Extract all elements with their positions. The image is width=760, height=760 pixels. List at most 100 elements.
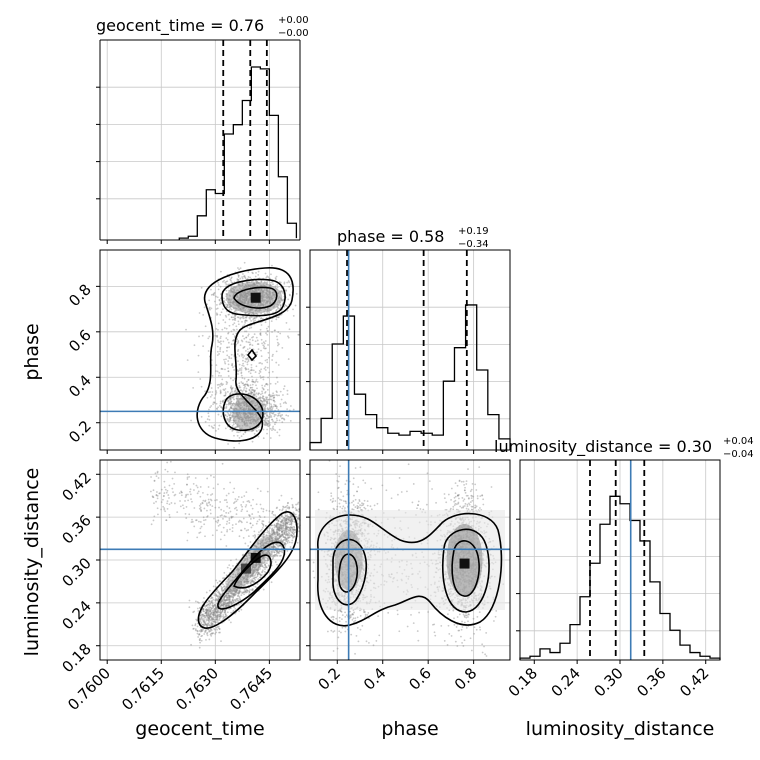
lumdist-geocent-scatter-point — [253, 536, 256, 539]
phase-geocent-scatter-point — [216, 307, 219, 310]
phase-geocent-scatter-point — [230, 357, 233, 360]
phase-geocent-scatter-point — [265, 401, 268, 404]
lumdist-geocent-scatter-point — [228, 619, 231, 621]
lumdist-geocent-scatter-point — [157, 477, 160, 479]
lumdist-geocent-scatter-point — [184, 512, 187, 515]
lumdist-geocent-scatter-point — [234, 498, 237, 500]
phase-geocent-scatter-point — [244, 330, 246, 333]
phase-geocent-scatter-point — [266, 414, 269, 417]
phase-geocent-scatter-point — [234, 314, 237, 317]
phase-geocent-scatter-point — [273, 396, 276, 399]
phase-geocent-scatter-point — [254, 319, 256, 322]
phase-geocent-scatter-point — [285, 322, 288, 324]
lumdist-geocent-scatter-point — [291, 541, 293, 544]
phase-geocent-scatter-point — [229, 406, 232, 409]
phase-geocent-scatter-point — [244, 316, 247, 319]
phase-geocent-scatter-point — [229, 403, 232, 406]
phase-geocent-scatter-point — [251, 344, 254, 347]
phase-geocent-scatter-point — [267, 415, 270, 418]
phase-geocent-scatter-point — [261, 376, 264, 379]
phase-geocent-scatter-point — [251, 386, 254, 389]
lumdist-geocent-scatter-point — [181, 504, 184, 507]
phase-geocent-scatter-point — [217, 288, 220, 291]
phase-geocent-scatter-point — [224, 392, 227, 395]
phase-geocent-scatter-point — [245, 387, 248, 390]
phase-geocent-scatter-point — [254, 393, 257, 396]
lumdist-geocent-scatter-point — [215, 618, 218, 621]
lumdist-geocent-scatter-point — [165, 491, 168, 494]
lumdist-geocent-scatter-point — [230, 559, 232, 562]
lumdist-geocent-scatter-point — [211, 616, 214, 619]
lumdist-geocent-scatter-point — [173, 482, 176, 485]
phase-geocent-scatter-point — [247, 358, 250, 361]
lumdist-geocent-scatter-point — [256, 575, 259, 578]
lumdist-geocent-scatter-point — [221, 586, 224, 589]
lumdist-geocent-scatter-point — [157, 513, 159, 516]
lumdist-geocent-scatter-point — [287, 537, 290, 540]
phase-geocent-scatter-point — [262, 397, 265, 400]
phase-geocent-scatter-point — [259, 334, 262, 337]
lumdist-geocent-scatter-point — [228, 522, 231, 524]
phase-geocent-scatter-point — [269, 424, 271, 426]
phase-geocent-scatter-point — [229, 377, 232, 380]
phase-geocent-scatter-point — [287, 415, 290, 417]
phase-geocent-scatter-point — [207, 415, 210, 418]
phase-geocent-scatter-point — [292, 314, 295, 317]
phase-geocent-scatter-point — [213, 401, 216, 404]
lumdist-geocent-scatter-point — [211, 610, 214, 612]
phase-geocent-scatter-point — [216, 350, 219, 353]
lumdist-geocent-scatter-point — [200, 635, 203, 638]
lumdist-geocent-scatter-point — [153, 515, 156, 518]
phase-geocent-scatter-point — [251, 389, 253, 391]
lumdist-geocent-scatter-point — [172, 491, 174, 493]
phase-geocent-scatter-point — [238, 382, 241, 385]
phase-geocent-scatter-point — [252, 369, 255, 372]
phase-geocent-scatter-point — [284, 304, 287, 307]
phase-geocent-scatter-point — [218, 303, 221, 306]
lumdist-geocent-scatter-point — [210, 474, 212, 477]
geocent-time-title-sub: −0.00 — [278, 28, 309, 39]
phase-geocent-scatter-point — [262, 387, 265, 390]
lumdist-geocent-scatter-point — [224, 615, 227, 618]
phase-geocent-scatter-point — [233, 398, 235, 401]
phase-geocent-scatter-point — [217, 413, 220, 416]
phase-geocent-scatter-point — [228, 418, 231, 421]
phase-geocent-scatter-point — [247, 350, 250, 353]
lumdist-geocent-scatter-point — [209, 613, 212, 616]
phase-geocent-scatter-point — [226, 305, 228, 308]
phase-geocent-scatter-point — [251, 336, 253, 339]
phase-geocent-scatter-point — [210, 387, 213, 389]
phase-geocent-scatter-point — [276, 284, 279, 286]
phase-geocent-scatter-point — [272, 399, 275, 402]
phase-geocent-scatter-point — [241, 335, 244, 337]
phase-geocent-scatter-point — [233, 446, 236, 449]
phase-geocent-scatter-point — [244, 431, 247, 434]
lumdist-geocent-scatter-point — [198, 630, 201, 632]
lumdist-geocent-scatter-point — [189, 490, 191, 493]
lumdist-geocent-scatter-point — [209, 512, 212, 515]
phase-geocent-ytick-label-2: 0.6 — [65, 326, 95, 356]
lumdist-geocent-scatter-point — [209, 498, 212, 501]
phase-geocent-scatter-point — [215, 303, 218, 306]
phase-geocent-scatter-point — [213, 397, 216, 400]
lumdist-geocent-scatter-point — [186, 476, 189, 479]
lumdist-geocent-scatter-point — [292, 533, 295, 536]
phase-geocent-scatter-point — [266, 402, 269, 405]
phase-geocent-scatter-point — [265, 400, 267, 403]
phase-geocent-scatter-point — [261, 397, 264, 400]
lumdist-geocent-scatter-point — [163, 480, 166, 483]
phase-geocent-scatter-point — [228, 308, 231, 311]
lumdist-geocent-scatter-point — [202, 516, 205, 519]
phase-geocent-scatter-point — [286, 393, 289, 396]
lumdist-geocent-scatter-point — [168, 497, 170, 499]
phase-geocent-scatter-point — [240, 371, 243, 374]
lumdist-geocent-scatter-point — [295, 508, 298, 511]
lumdist-geocent-scatter-point — [250, 581, 252, 584]
phase-geocent-scatter-point — [265, 398, 268, 401]
phase-geocent-scatter-point — [272, 399, 275, 402]
phase-geocent-scatter-point — [257, 343, 260, 345]
lumdist-geocent-scatter-point — [289, 528, 291, 530]
phase-geocent-scatter-point — [245, 316, 248, 318]
phase-geocent-scatter-point — [232, 339, 235, 342]
phase-geocent-scatter-point — [230, 281, 233, 284]
